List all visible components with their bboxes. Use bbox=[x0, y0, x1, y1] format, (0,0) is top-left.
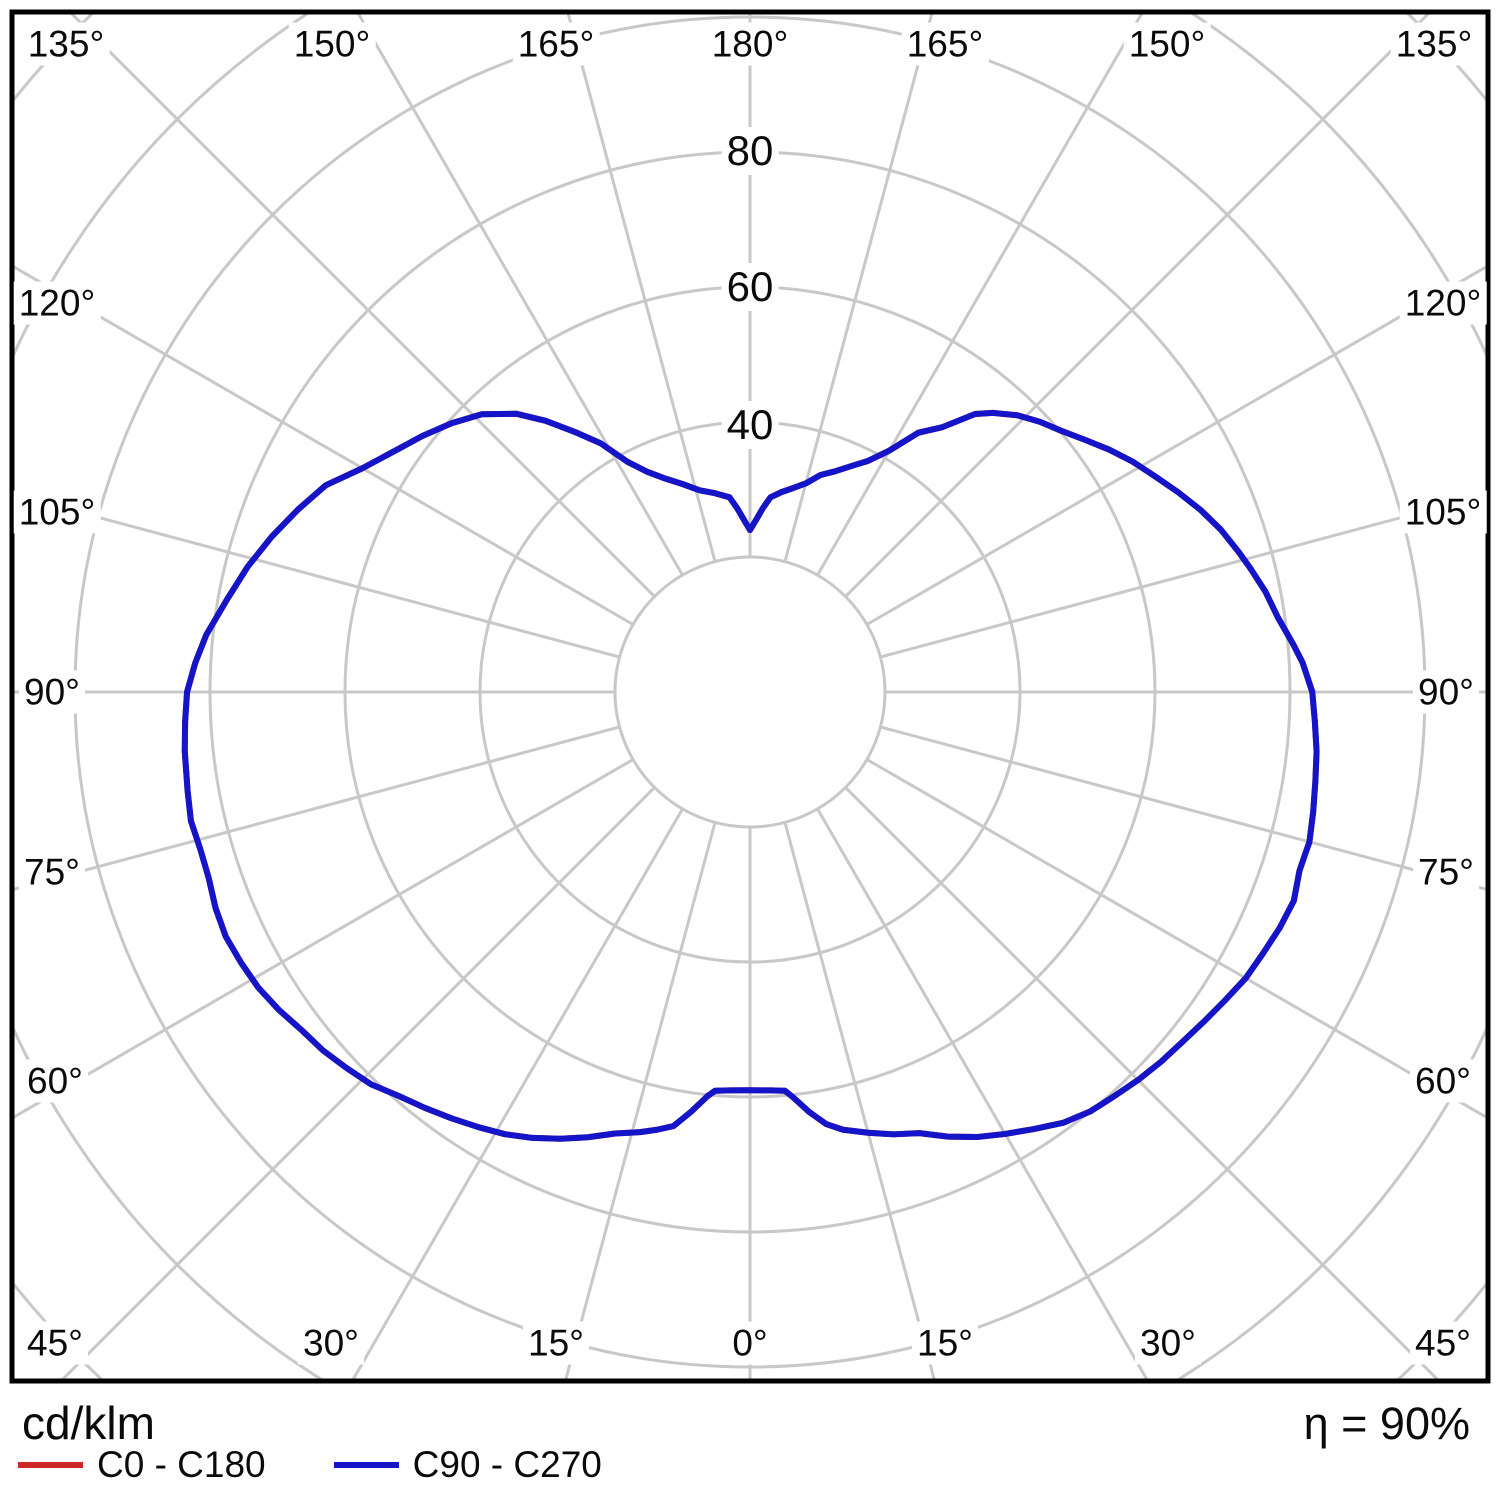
grid-spoke-255 bbox=[12, 492, 620, 659]
legend: C0 - C180 C90 - C270 bbox=[18, 1444, 602, 1486]
chart-frame bbox=[9, 9, 1491, 1384]
curve-C90-C270 bbox=[181, 409, 1320, 1142]
intensity-curves bbox=[181, 409, 1320, 1142]
legend-label-c90-c270: C90 - C270 bbox=[412, 1444, 602, 1485]
grid-spoke-60 bbox=[866, 758, 1488, 1120]
legend-item-c90-c270: C90 - C270 bbox=[333, 1444, 602, 1486]
grid-spoke-225 bbox=[67, 12, 656, 598]
grid-spoke-330 bbox=[350, 808, 684, 1381]
grid-spoke-285 bbox=[12, 725, 620, 892]
grid-spoke-210 bbox=[355, 12, 684, 576]
legend-line-c0-c180-icon bbox=[18, 1462, 83, 1468]
grid-spoke-345 bbox=[563, 822, 717, 1381]
grid-spoke-120 bbox=[866, 264, 1488, 626]
efficiency-label: η = 90% bbox=[1303, 1398, 1470, 1449]
legend-label-c0-c180: C0 - C180 bbox=[97, 1444, 266, 1485]
grid-spoke-30 bbox=[816, 808, 1150, 1381]
grid-spoke-165 bbox=[783, 12, 934, 562]
grid-spoke-300 bbox=[12, 758, 634, 1120]
grid-spoke-105 bbox=[880, 492, 1488, 659]
grid-spoke-150 bbox=[816, 12, 1145, 576]
grid-spoke-75 bbox=[880, 725, 1488, 892]
grid-ring-20 bbox=[613, 555, 887, 829]
grid-spoke-315 bbox=[58, 786, 656, 1381]
grid-spoke-15 bbox=[783, 822, 937, 1381]
grid-spoke-240 bbox=[12, 264, 634, 626]
legend-item-c0-c180: C0 - C180 bbox=[18, 1444, 266, 1486]
legend-line-c90-c270-icon bbox=[333, 1462, 399, 1468]
grid-spoke-45 bbox=[844, 786, 1442, 1381]
unit-label: cd/klm bbox=[22, 1397, 155, 1449]
grid-spoke-135 bbox=[844, 12, 1433, 598]
grid-spoke-195 bbox=[566, 12, 717, 562]
